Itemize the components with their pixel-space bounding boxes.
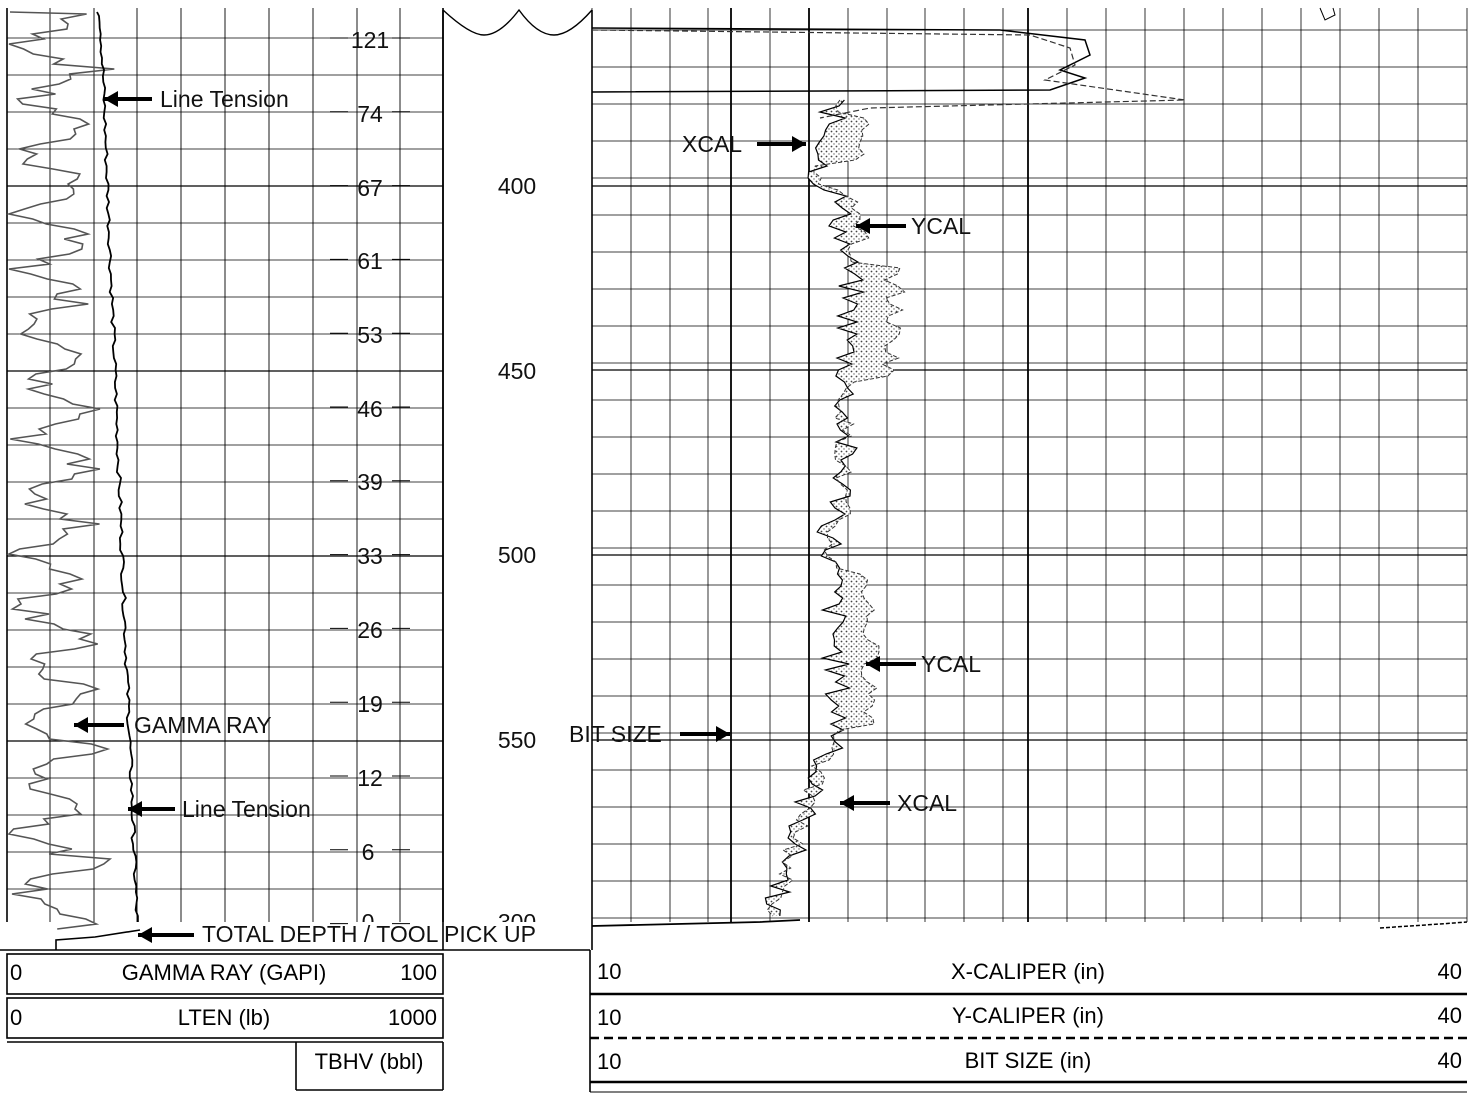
xcal-scale-max: 40	[1438, 959, 1462, 984]
gr-track-name: GAMMA RAY (GAPI)	[122, 960, 327, 985]
tbhv-tick: 46	[357, 396, 383, 422]
casing-trace-ycal	[591, 29, 1186, 119]
annotation-bit-size: BIT SIZE	[569, 721, 662, 747]
annotation-ycal-bottom: YCAL	[921, 651, 981, 677]
lten-scale-min: 0	[10, 1005, 22, 1030]
arrow-line-tension-bottom-head	[128, 801, 142, 817]
casing-trace-top	[1319, 7, 1336, 21]
ycal-scale-min: 10	[597, 1005, 621, 1030]
arrow-xcal-top-head	[792, 136, 806, 152]
arrow-gamma-ray-head	[74, 717, 88, 733]
bottom-casing-trace-right	[1379, 921, 1468, 929]
annotation-gamma-ray: GAMMA RAY	[134, 712, 272, 738]
tool-pickup-trace	[55, 929, 141, 950]
tbhv-track-name: TBHV (bbl)	[315, 1049, 424, 1074]
bottom-casing-trace	[591, 919, 801, 927]
arrow-ycal-bottom-head	[866, 656, 880, 672]
tbhv-tick: 39	[357, 469, 383, 495]
depth-label-400: 400	[498, 173, 536, 199]
log-labels: 400 450 500 550 300 121 74 67 61 53 46 3…	[10, 27, 1462, 1074]
bit-scale-min: 10	[597, 1049, 621, 1074]
tbhv-tick: 26	[357, 617, 383, 643]
tbhv-tick: 0	[362, 909, 375, 935]
lten-scale-max: 1000	[388, 1005, 437, 1030]
annotation-line-tension-bottom: Line Tension	[182, 796, 311, 822]
annotation-line-tension-top: Line Tension	[160, 86, 289, 112]
tbhv-tick: 67	[357, 175, 383, 201]
tbhv-tick: 53	[357, 322, 383, 348]
tbhv-tick: 74	[357, 101, 383, 127]
arrow-line-tension-top-head	[104, 91, 118, 107]
lten-track-name: LTEN (lb)	[178, 1005, 271, 1030]
arrow-bit-size-head	[716, 726, 730, 742]
arrow-xcal-bottom-head	[840, 795, 854, 811]
arrow-total-depth-head	[138, 927, 152, 943]
xcal-scale-min: 10	[597, 959, 621, 984]
xcal-curve	[764, 99, 866, 917]
gr-scale-max: 100	[400, 960, 437, 985]
ycal-track-name: Y-CALIPER (in)	[952, 1003, 1104, 1028]
lten-header-box	[6, 997, 444, 1039]
bit-track-name: BIT SIZE (in)	[965, 1048, 1092, 1073]
annotation-ycal-top: YCAL	[911, 213, 971, 239]
grid-lines	[0, 8, 1468, 1093]
log-curves	[5, 7, 1468, 950]
gr-header-box	[6, 953, 444, 995]
annotation-total-depth: TOTAL DEPTH / TOOL PICK UP	[202, 921, 536, 947]
annotation-xcal-top: XCAL	[682, 131, 742, 157]
annotation-xcal-bottom: XCAL	[897, 790, 957, 816]
line-tension-curve	[96, 11, 139, 922]
depth-label-450: 450	[498, 358, 536, 384]
gamma-ray-curve	[5, 11, 115, 930]
ycal-curve	[766, 99, 906, 917]
bit-scale-max: 40	[1438, 1048, 1462, 1073]
depth-label-partial: 300	[498, 909, 536, 935]
casing-trace	[591, 27, 1091, 93]
depth-label-550: 550	[498, 727, 536, 753]
depth-label-500: 500	[498, 542, 536, 568]
tbhv-tick: 12	[357, 765, 383, 791]
tbhv-tick: 61	[357, 248, 383, 274]
tbhv-tick: 6	[362, 839, 375, 865]
xcal-track-name: X-CALIPER (in)	[951, 959, 1105, 984]
tbhv-tick: 19	[357, 691, 383, 717]
ycal-scale-max: 40	[1438, 1003, 1462, 1028]
tbhv-tick: 121	[351, 27, 389, 53]
arrow-ycal-top-head	[856, 218, 870, 234]
tbhv-tick: 33	[357, 543, 383, 569]
depth-track-top-edge	[442, 8, 593, 36]
gr-scale-min: 0	[10, 960, 22, 985]
